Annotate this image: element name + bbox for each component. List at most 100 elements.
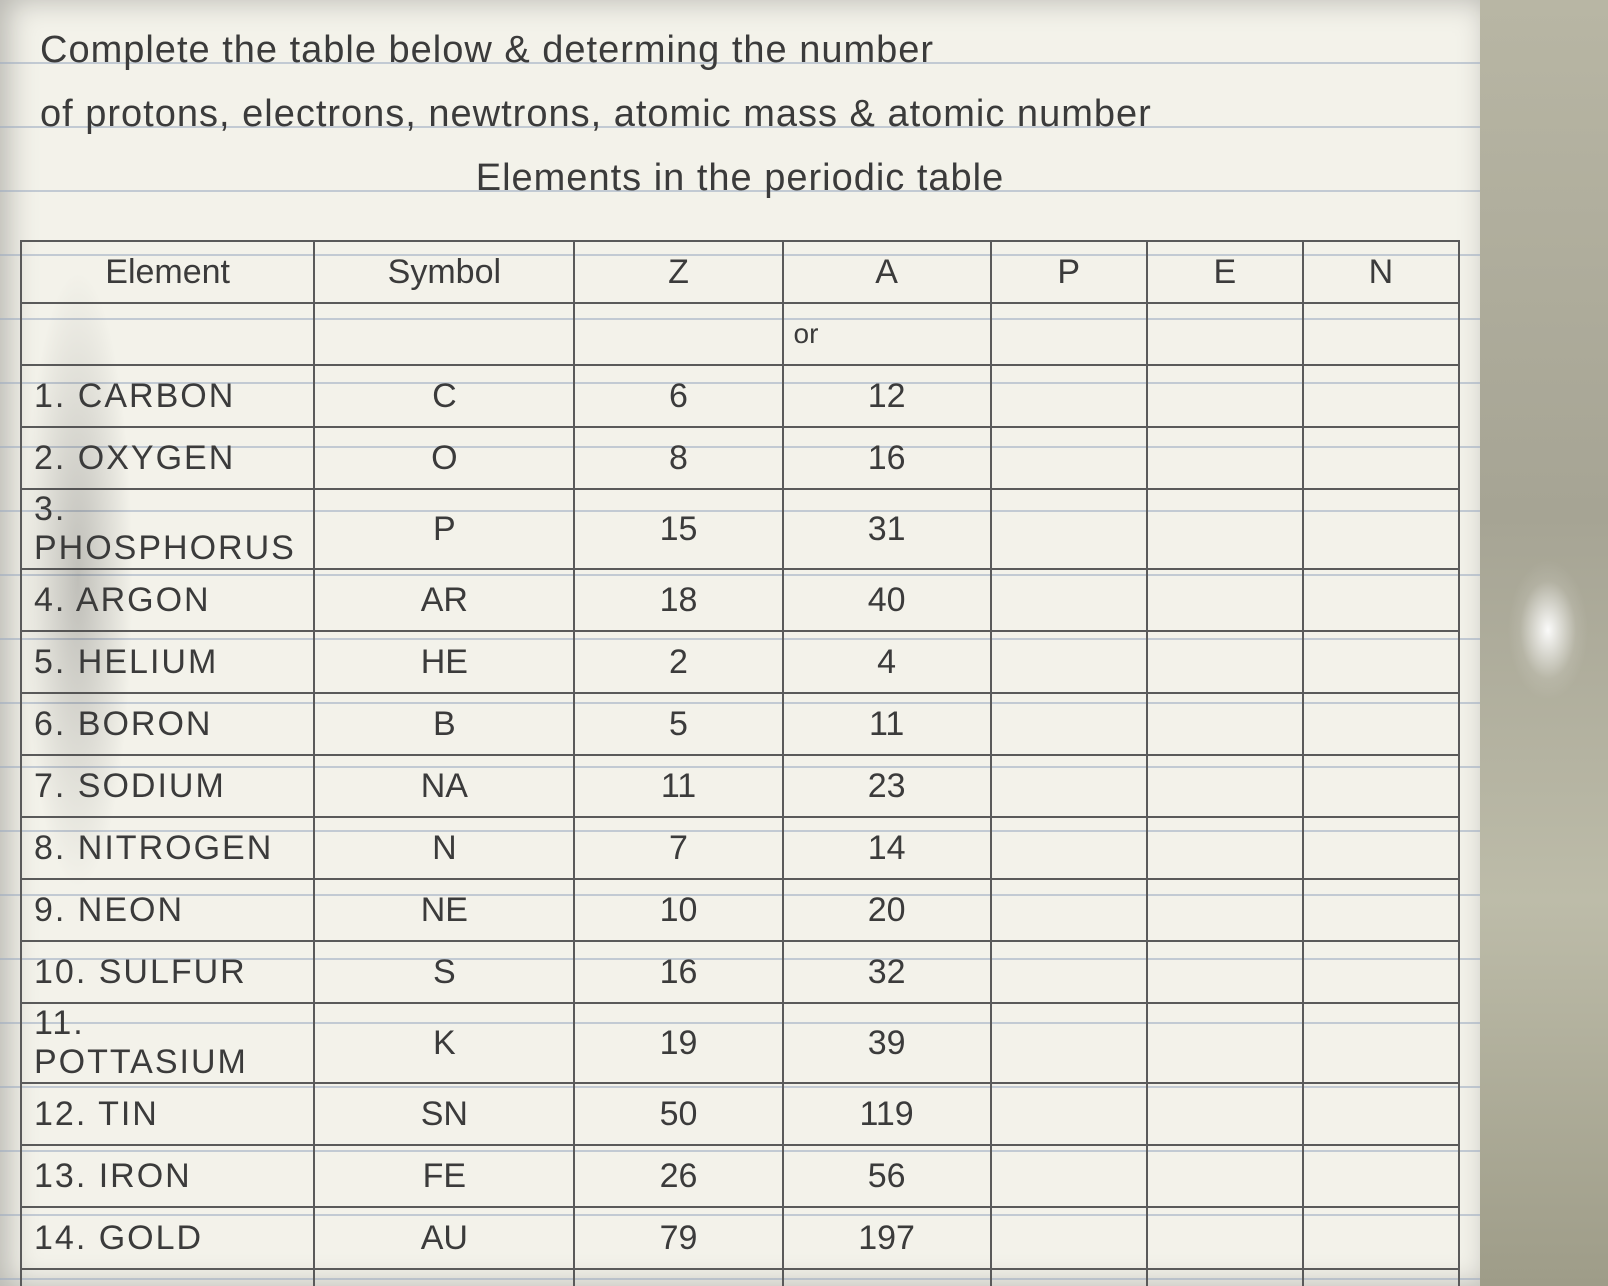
- cell-n: [1303, 1145, 1459, 1207]
- cell-e: [1147, 941, 1303, 1003]
- instructions-line-1: Complete the table below & determing the…: [40, 29, 934, 71]
- cell-element: 6. BORON: [21, 693, 314, 755]
- subhead-blank: [991, 303, 1147, 365]
- cell-symbol: K: [314, 1003, 574, 1083]
- cell-a: 56: [783, 1145, 991, 1207]
- table-row: 14. GOLDAU79197: [21, 1207, 1459, 1269]
- cell-a: 4: [783, 631, 991, 693]
- table-row: 6. BORONB511: [21, 693, 1459, 755]
- cell-p: [991, 489, 1147, 569]
- cell-symbol: AG: [314, 1269, 574, 1286]
- subhead-blank: [1303, 303, 1459, 365]
- cell-p: [991, 427, 1147, 489]
- col-header-n: N: [1303, 241, 1459, 303]
- cell-symbol: N: [314, 817, 574, 879]
- table-row: 15. SILVERAG47108: [21, 1269, 1459, 1286]
- subhead-blank: [574, 303, 782, 365]
- cell-element: 9. NEON: [21, 879, 314, 941]
- cell-element: 4. ARGON: [21, 569, 314, 631]
- table-row: 9. NEONNE1020: [21, 879, 1459, 941]
- cell-element: 12. TIN: [21, 1083, 314, 1145]
- cell-symbol: C: [314, 365, 574, 427]
- cell-element: 15. SILVER: [21, 1269, 314, 1286]
- cell-e: [1147, 1003, 1303, 1083]
- cell-p: [991, 631, 1147, 693]
- cell-n: [1303, 817, 1459, 879]
- cell-p: [991, 1145, 1147, 1207]
- cell-z: 47: [574, 1269, 782, 1286]
- photo-right-edge: [1480, 0, 1608, 1286]
- cell-p: [991, 1269, 1147, 1286]
- cell-symbol: O: [314, 427, 574, 489]
- cell-element: 3. PHOSPHORUS: [21, 489, 314, 569]
- table-row: 1. CARBONC612: [21, 365, 1459, 427]
- cell-symbol: SN: [314, 1083, 574, 1145]
- cell-a: 108: [783, 1269, 991, 1286]
- cell-n: [1303, 569, 1459, 631]
- table-row: 13. IRONFE2656: [21, 1145, 1459, 1207]
- table-header-row: Element Symbol Z A P E N: [21, 241, 1459, 303]
- table-row: 3. PHOSPHORUSP1531: [21, 489, 1459, 569]
- cell-n: [1303, 1269, 1459, 1286]
- cell-z: 26: [574, 1145, 782, 1207]
- instructions-line-2: of protons, electrons, newtrons, atomic …: [40, 82, 1440, 146]
- table-body: 1. CARBONC6122. OXYGENO8 16 3. PHOSPHORUSP…: [21, 365, 1459, 1286]
- cell-e: [1147, 569, 1303, 631]
- cell-z: 19: [574, 1003, 782, 1083]
- cell-a: 12: [783, 365, 991, 427]
- table-row: 8. NITROGENN714: [21, 817, 1459, 879]
- cell-symbol: NE: [314, 879, 574, 941]
- cell-symbol: NA: [314, 755, 574, 817]
- cell-element: 2. OXYGEN: [21, 427, 314, 489]
- col-header-z: Z: [574, 241, 782, 303]
- table-row: 11. POTTASIUMK1939: [21, 1003, 1459, 1083]
- cell-element: 13. IRON: [21, 1145, 314, 1207]
- cell-n: [1303, 693, 1459, 755]
- col-header-p: P: [991, 241, 1147, 303]
- cell-e: [1147, 879, 1303, 941]
- table-row: 4. ARGONAR1840: [21, 569, 1459, 631]
- cell-p: [991, 365, 1147, 427]
- cell-element: 14. GOLD: [21, 1207, 314, 1269]
- table-row: 12. TINSN50119: [21, 1083, 1459, 1145]
- cell-e: [1147, 1269, 1303, 1286]
- cell-z: 18: [574, 569, 782, 631]
- cell-e: [1147, 1207, 1303, 1269]
- cell-p: [991, 817, 1147, 879]
- table-row: 5. HELIUMHE24: [21, 631, 1459, 693]
- cell-symbol: AU: [314, 1207, 574, 1269]
- cell-a: 31: [783, 489, 991, 569]
- cell-symbol: P: [314, 489, 574, 569]
- cell-a: 23: [783, 755, 991, 817]
- cell-p: [991, 1003, 1147, 1083]
- cell-element: 8. NITROGEN: [21, 817, 314, 879]
- cell-z: 15: [574, 489, 782, 569]
- subhead-blank: [21, 303, 314, 365]
- cell-e: [1147, 693, 1303, 755]
- cell-z: 10: [574, 879, 782, 941]
- cell-z: 7: [574, 817, 782, 879]
- cell-a: 197: [783, 1207, 991, 1269]
- col-header-symbol: Symbol: [314, 241, 574, 303]
- cell-p: [991, 941, 1147, 1003]
- cell-z: 8: [574, 427, 782, 489]
- col-header-e: E: [1147, 241, 1303, 303]
- periodic-table: Element Symbol Z A P E N or 1. CARBONC61…: [20, 240, 1460, 1286]
- cell-z: 16: [574, 941, 782, 1003]
- cell-n: [1303, 1207, 1459, 1269]
- cell-a: 39: [783, 1003, 991, 1083]
- cell-n: [1303, 427, 1459, 489]
- cell-e: [1147, 755, 1303, 817]
- col-header-element: Element: [21, 241, 314, 303]
- cell-a: 14: [783, 817, 991, 879]
- col-header-a: A: [783, 241, 991, 303]
- cell-symbol: B: [314, 693, 574, 755]
- cell-n: [1303, 489, 1459, 569]
- cell-a: 40: [783, 569, 991, 631]
- cell-element: 10. SULFUR: [21, 941, 314, 1003]
- cell-p: [991, 879, 1147, 941]
- cell-z: 5: [574, 693, 782, 755]
- cell-p: [991, 1083, 1147, 1145]
- cell-z: 79: [574, 1207, 782, 1269]
- cell-p: [991, 569, 1147, 631]
